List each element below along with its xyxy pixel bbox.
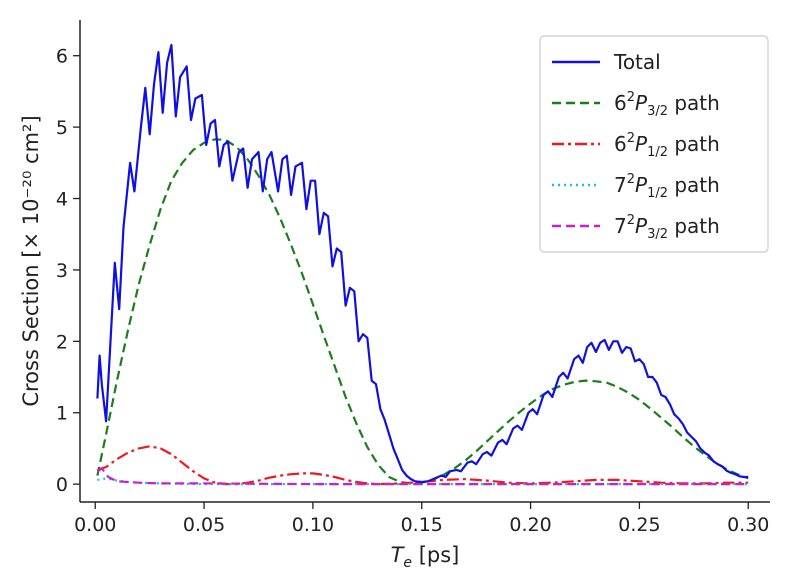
legend-box <box>539 35 769 253</box>
x-tick-label: 0.00 <box>74 514 116 536</box>
legend-label: 72P3/2 path <box>614 213 720 242</box>
x-axis-label-main: T <box>391 543 406 567</box>
axes-frame <box>79 20 770 503</box>
series-line <box>96 467 749 486</box>
y-axis-label: Cross Section [× 10⁻²⁰ cm²] <box>19 115 43 406</box>
legend-label: Total <box>613 50 661 74</box>
x-tick-label: 0.05 <box>183 514 225 536</box>
y-tick-label: 6 <box>56 46 68 68</box>
x-tick-label: 0.30 <box>727 514 769 536</box>
x-axis-ticks: 0.00 0.05 0.10 0.15 0.20 0.25 0.30 <box>74 502 769 536</box>
y-axis-ticks: 0 1 2 3 4 5 6 <box>56 46 80 496</box>
plot-area <box>96 43 749 486</box>
series-line <box>97 445 749 486</box>
y-tick-label: 3 <box>56 260 68 282</box>
y-tick-label: 0 <box>56 474 68 496</box>
legend-label: 72P1/2 path <box>614 172 720 201</box>
x-axis-label-unit: [ps] <box>412 543 459 567</box>
legend: Total 62P3/2 path 62P1/2 path 72P1/2 path 72… <box>539 35 769 253</box>
y-tick-label: 4 <box>56 189 68 211</box>
y-tick-label: 1 <box>56 403 68 425</box>
x-axis-label-subscript: e <box>403 555 412 571</box>
legend-label: 62P1/2 path <box>614 131 720 160</box>
x-axis-label: Te [ps] <box>391 543 460 571</box>
x-tick-label: 0.15 <box>401 514 443 536</box>
legend-label: 62P3/2 path <box>614 90 720 119</box>
y-tick-label: 5 <box>56 117 68 139</box>
series-line <box>96 43 749 484</box>
y-tick-label: 2 <box>56 331 68 353</box>
x-tick-label: 0.20 <box>509 514 551 536</box>
x-tick-label: 0.10 <box>292 514 334 536</box>
x-tick-label: 0.25 <box>618 514 660 536</box>
